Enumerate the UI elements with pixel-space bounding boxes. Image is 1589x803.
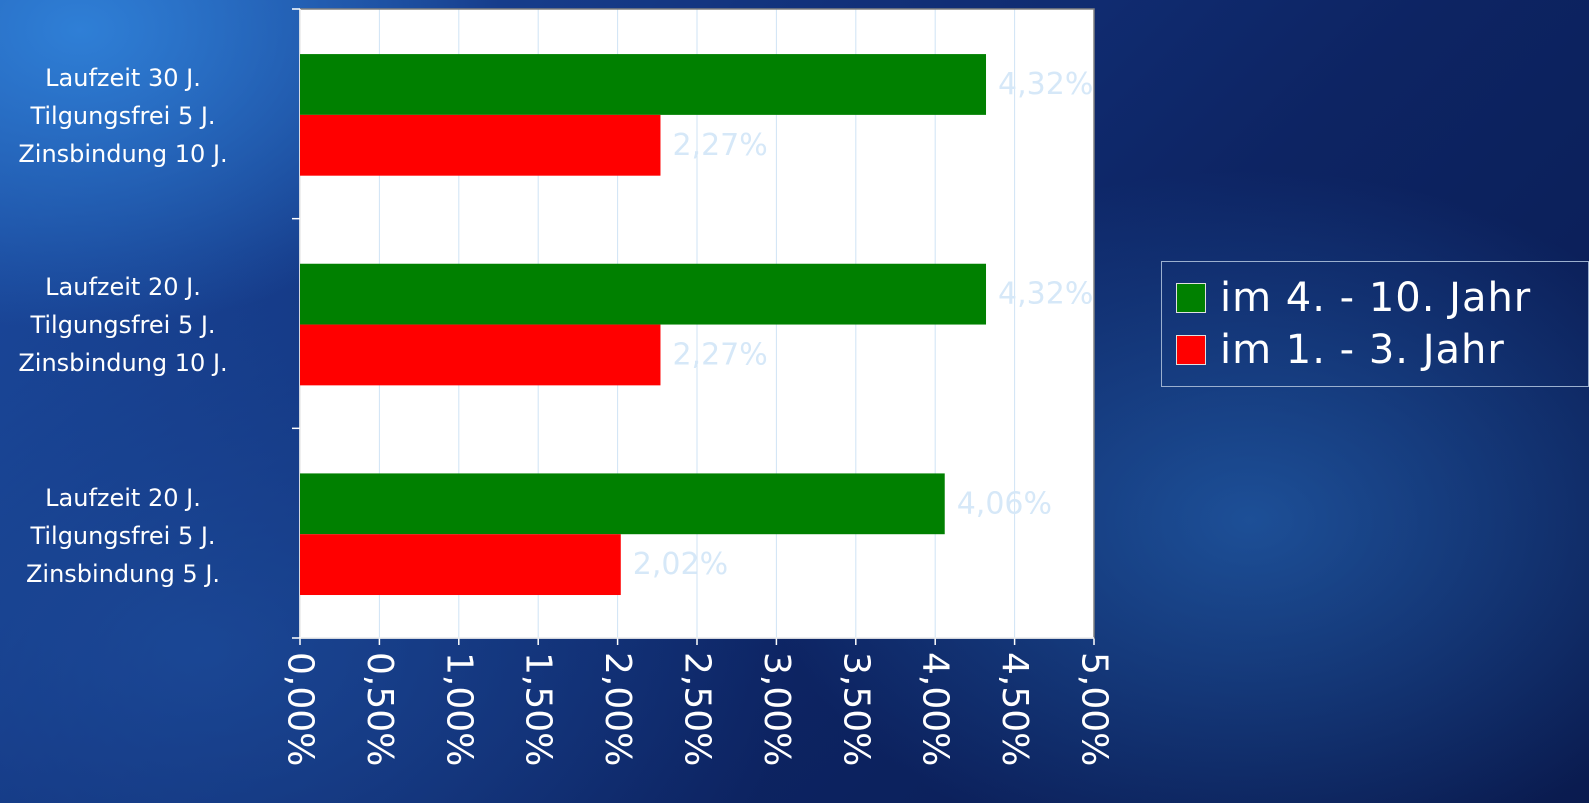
category-label-1-line-2: Tilgungsfrei 5 J.: [30, 102, 216, 130]
x-tick-label: 0,00%: [280, 652, 321, 766]
category-label-1-line-1: Laufzeit 30 J.: [45, 64, 201, 92]
x-tick-label: 4,00%: [915, 652, 956, 766]
x-tick-label: 0,50%: [359, 652, 400, 766]
bar: [300, 263, 987, 325]
legend-swatch-green: [1176, 283, 1206, 313]
category-label-2-line-3: Zinsbindung 10 J.: [18, 349, 228, 377]
bar-value-label: 4,32%: [998, 277, 1093, 312]
legend-item-green: im 4. - 10. Jahr: [1176, 272, 1574, 324]
bar-value-label: 4,32%: [998, 67, 1093, 102]
category-label-2-line-2: Tilgungsfrei 5 J.: [30, 311, 216, 339]
bar: [300, 54, 987, 115]
x-tick-label: 5,00%: [1074, 652, 1115, 766]
category-label-3-line-2: Tilgungsfrei 5 J.: [30, 522, 216, 550]
x-tick-label: 2,00%: [597, 652, 638, 766]
category-label-1: Laufzeit 30 J. Tilgungsfrei 5 J. Zinsbin…: [0, 59, 273, 173]
bar: [300, 114, 661, 176]
bar-value-label: 2,27%: [672, 337, 767, 372]
legend-item-red: im 1. - 3. Jahr: [1176, 324, 1574, 376]
bar: [300, 534, 621, 596]
bar-value-label: 2,27%: [672, 128, 767, 163]
x-tick-label: 1,00%: [438, 652, 479, 766]
chart-legend: im 4. - 10. Jahr im 1. - 3. Jahr: [1161, 261, 1589, 387]
category-label-3-line-3: Zinsbindung 5 J.: [25, 560, 221, 588]
bar-value-label: 4,06%: [957, 486, 1052, 521]
x-tick-label: 1,50%: [518, 652, 559, 766]
x-tick-label: 3,50%: [835, 652, 876, 766]
category-label-2-line-1: Laufzeit 20 J.: [45, 273, 201, 301]
legend-label-red: im 1. - 3. Jahr: [1220, 327, 1505, 373]
x-tick-label: 3,00%: [756, 652, 797, 766]
bar: [300, 473, 945, 535]
bar: [300, 324, 661, 386]
x-tick-label: 2,50%: [677, 652, 718, 766]
legend-swatch-red: [1176, 335, 1206, 365]
category-label-3-line-1: Laufzeit 20 J.: [45, 484, 201, 512]
category-label-2: Laufzeit 20 J. Tilgungsfrei 5 J. Zinsbin…: [0, 268, 273, 382]
bar-value-label: 2,02%: [633, 547, 728, 582]
legend-label-green: im 4. - 10. Jahr: [1220, 275, 1532, 321]
category-label-1-line-3: Zinsbindung 10 J.: [18, 140, 228, 168]
category-label-3: Laufzeit 20 J. Tilgungsfrei 5 J. Zinsbin…: [0, 479, 273, 593]
x-tick-label: 4,50%: [994, 652, 1035, 766]
